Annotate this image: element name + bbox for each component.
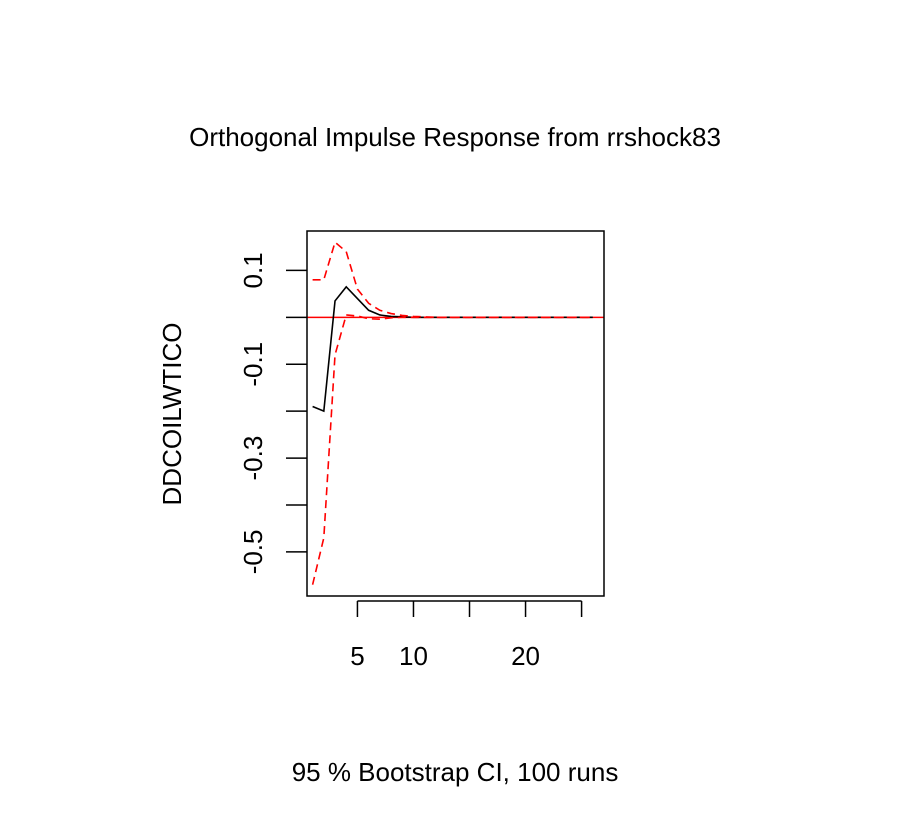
y-tick-label: -0.5 xyxy=(238,529,268,574)
x-axis-label: 95 % Bootstrap CI, 100 runs xyxy=(292,757,619,787)
y-axis: 0.1 -0.1 -0.3 -0.5 xyxy=(238,252,307,574)
y-tick-label: -0.1 xyxy=(238,342,268,387)
response-line xyxy=(312,285,593,413)
x-tick-label: 5 xyxy=(350,641,364,671)
y-tick-label: -0.3 xyxy=(238,436,268,481)
x-axis: 5 10 20 xyxy=(350,600,583,671)
x-tick-label: 20 xyxy=(511,641,540,671)
x-tick-label: 10 xyxy=(399,641,428,671)
plot-frame xyxy=(306,230,605,597)
upper-ci-line xyxy=(312,240,593,319)
y-tick-label: 0.1 xyxy=(238,252,268,288)
lower-ci-line xyxy=(311,314,593,585)
chart-title: Orthogonal Impulse Response from rrshock… xyxy=(189,122,721,152)
y-axis-label: DDCOILWTICO xyxy=(157,323,187,506)
